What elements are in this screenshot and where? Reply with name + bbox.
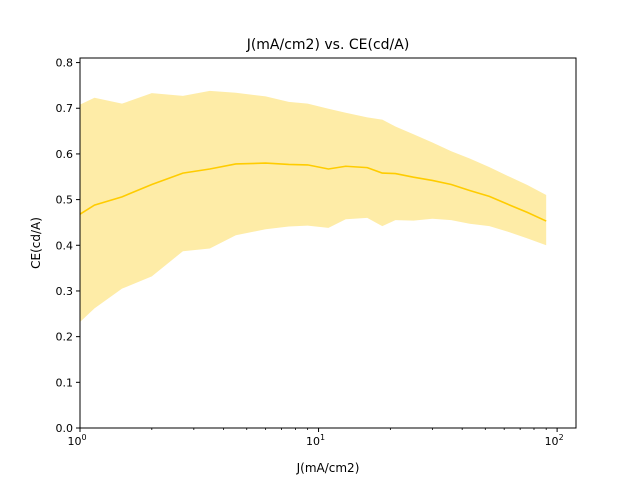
y-tick-label: 0.8 xyxy=(56,57,74,70)
confidence-band xyxy=(80,90,547,323)
y-tick-label: 0.0 xyxy=(56,422,74,435)
axes: 0.0 0.1 0.2 0.3 0.4 0.5 0.6 0.7 0.8 100 101 102 xyxy=(56,57,564,448)
series-line xyxy=(79,162,547,222)
plot-area xyxy=(79,90,547,323)
y-tick-label: 0.2 xyxy=(56,331,74,344)
x-tick-label: 100 xyxy=(67,433,86,448)
x-axis-label: J(mA/cm2) xyxy=(296,461,360,475)
chart-title: J(mA/cm2) vs. CE(cd/A) xyxy=(246,37,410,53)
x-tick-label: 102 xyxy=(545,433,564,448)
y-tick-label: 0.7 xyxy=(56,102,74,115)
y-axis-label: CE(cd/A) xyxy=(29,217,43,269)
y-tick-label: 0.3 xyxy=(56,285,74,298)
y-tick-label: 0.4 xyxy=(56,239,74,252)
y-tick-label: 0.5 xyxy=(56,194,74,207)
y-tick-label: 0.1 xyxy=(56,376,74,389)
x-tick-label: 101 xyxy=(306,433,325,448)
axes-frame xyxy=(79,57,577,429)
y-tick-label: 0.6 xyxy=(56,148,74,161)
